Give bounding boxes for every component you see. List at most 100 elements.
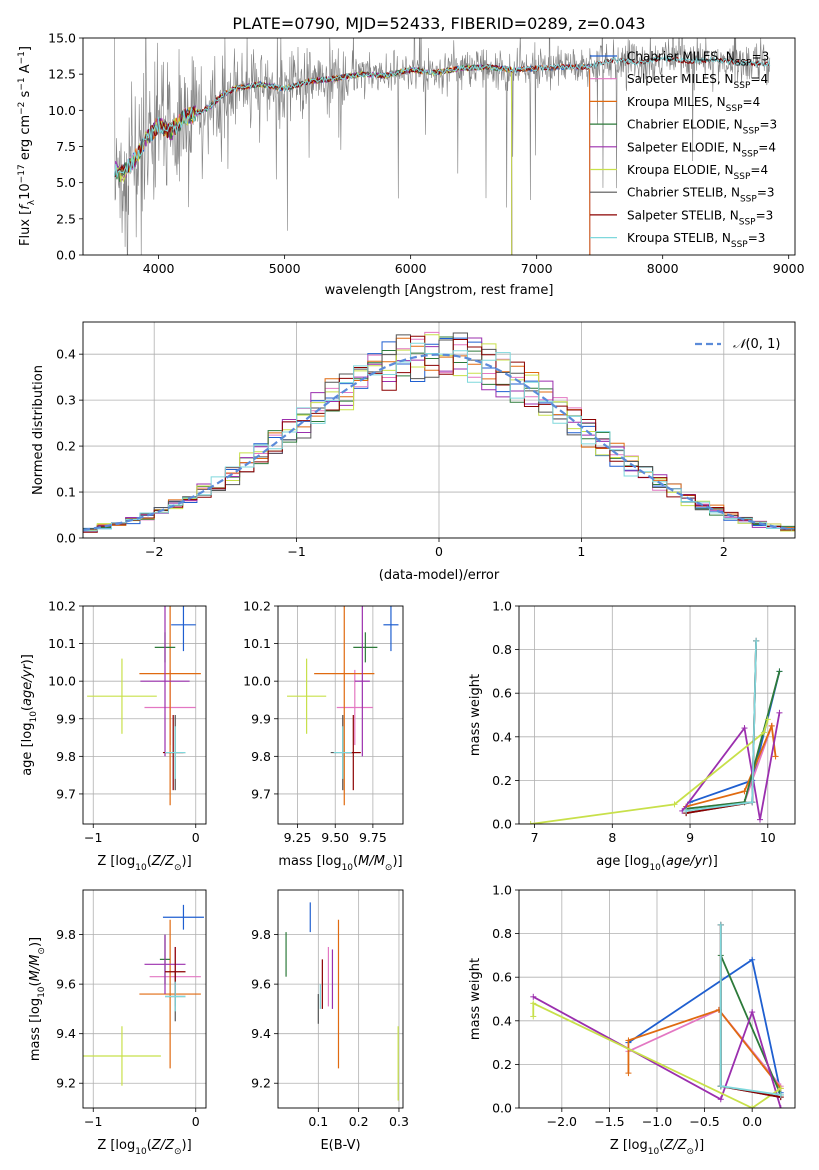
y-tick-label: 9.6 bbox=[56, 977, 76, 992]
plot-area bbox=[114, 38, 771, 255]
label-part: 10 bbox=[18, 183, 33, 200]
x-tick-label: 0.0 bbox=[742, 1114, 762, 1129]
label-part: SSP bbox=[740, 195, 757, 205]
label-part: =3 bbox=[756, 208, 774, 222]
label-part: f bbox=[18, 203, 33, 210]
y-axis-label: age [log10(age/yr)] bbox=[20, 654, 39, 776]
model-spectrum-kroupa-stelib bbox=[114, 54, 771, 178]
label-part: SSP bbox=[739, 217, 756, 227]
y-tick-label: 0.4 bbox=[492, 1013, 512, 1028]
legend-label: 𝒩(0, 1) bbox=[733, 337, 780, 352]
legend-label: Salpeter STELIB, NSSP=3 bbox=[627, 208, 773, 227]
y-tick-label: 10.1 bbox=[48, 636, 76, 651]
series-line bbox=[719, 924, 781, 1096]
x-tick-label: 9.50 bbox=[321, 830, 349, 845]
x-tick-label: 0 bbox=[435, 544, 443, 559]
label-part: =4 bbox=[750, 163, 768, 177]
x-tick-label: 9.25 bbox=[284, 830, 312, 845]
y-axis-label: mass weight bbox=[468, 958, 483, 1040]
label-part: mass [log bbox=[278, 854, 341, 869]
label-part: ( bbox=[353, 854, 358, 869]
label-part: 10 bbox=[649, 863, 661, 873]
x-tick-label: 9 bbox=[686, 830, 694, 845]
x-tick-label: −1 bbox=[84, 1114, 102, 1129]
x-axis-label: (data-model)/error bbox=[379, 568, 500, 583]
y-tick-label: 0.6 bbox=[492, 970, 512, 985]
y-tick-label: 9.8 bbox=[56, 749, 76, 764]
y-tick-label: 9.6 bbox=[251, 977, 271, 992]
label-part: ⊙ bbox=[174, 1147, 182, 1157]
x-tick-label: −1.0 bbox=[642, 1114, 672, 1129]
label-part: SSP bbox=[743, 127, 760, 137]
label-part: 10 bbox=[342, 863, 354, 873]
x-tick-label: −2 bbox=[145, 544, 163, 559]
plot-area bbox=[83, 606, 206, 824]
series-kroupa-elodie bbox=[527, 716, 771, 824]
y-tick-label: 9.8 bbox=[251, 749, 271, 764]
label-part: λ bbox=[27, 199, 37, 205]
y-tick-label: 9.9 bbox=[251, 711, 271, 726]
y-tick-label: 10.0 bbox=[48, 674, 76, 689]
y-tick-label: 0.0 bbox=[492, 1101, 512, 1116]
series-kroupa-stelib bbox=[717, 921, 784, 1098]
label-part: 10 bbox=[37, 986, 47, 998]
label-part: (0, 1) bbox=[745, 337, 780, 352]
y-tick-label: 0.1 bbox=[56, 485, 76, 500]
x-tick-label: −1 bbox=[287, 544, 305, 559]
y-tick-label: 9.8 bbox=[251, 927, 271, 942]
label-part: −17 bbox=[17, 164, 27, 183]
label-part: s bbox=[18, 90, 33, 101]
panel-age_vs_Z: −1 09.79.89.910.010.110.2Z [log10(Z/Z⊙)]a… bbox=[20, 599, 207, 873]
y-tick-label: 9.8 bbox=[56, 927, 76, 942]
axes-frame bbox=[518, 889, 796, 1109]
label-part: Z [log bbox=[97, 854, 135, 869]
y-tick-label: 0.0 bbox=[492, 817, 512, 832]
x-tick-label: 5000 bbox=[269, 261, 301, 276]
y-tick-label: 9.4 bbox=[251, 1026, 271, 1041]
plot-area bbox=[278, 890, 403, 1108]
label-part: =3 bbox=[752, 50, 770, 64]
x-tick-label: −2.0 bbox=[547, 1114, 577, 1129]
label-part: Z [log bbox=[610, 1138, 648, 1153]
label-part: )] bbox=[392, 854, 402, 869]
y-tick-label: 10.2 bbox=[243, 599, 271, 614]
errorbar-chabrier-elodie bbox=[353, 632, 378, 663]
model-spectrum-salpeter-elodie bbox=[114, 64, 513, 255]
label-part: SSP bbox=[735, 59, 752, 69]
panel-residual_hist: −2 −1 0 1 2 0.0 0.1 0.2 0.3 0.4 (data-model)/error… bbox=[31, 321, 796, 583]
x-tick-label: 0.3 bbox=[389, 1114, 409, 1129]
x-axis-label: age [log10(age/yr)] bbox=[596, 854, 718, 873]
y-tick-label: 12.5 bbox=[48, 67, 76, 82]
series-kroupa-elodie bbox=[530, 1000, 784, 1108]
label-part: Salpeter STELIB, N bbox=[627, 208, 739, 222]
axes-frame bbox=[518, 605, 796, 825]
y-tick-label: 10.0 bbox=[48, 103, 76, 118]
y-tick-label: 9.9 bbox=[56, 711, 76, 726]
label-part: Flux [ bbox=[18, 210, 33, 246]
label-part: Kroupa MILES, N bbox=[627, 95, 726, 109]
y-tick-label: 0.2 bbox=[56, 439, 76, 454]
x-tick-label: 1 bbox=[577, 544, 585, 559]
x-tick-label: 8 bbox=[608, 830, 616, 845]
label-part: ( bbox=[661, 854, 666, 869]
plot-area bbox=[83, 890, 206, 1108]
axes-frame bbox=[82, 37, 796, 256]
x-axis-label: Z [log10(Z/Z⊙)] bbox=[97, 854, 191, 873]
errorbar-kroupa-elodie bbox=[287, 658, 327, 734]
y-tick-label: 0.6 bbox=[492, 686, 512, 701]
y-tick-label: 5.0 bbox=[56, 175, 76, 190]
y-tick-label: 0.4 bbox=[492, 729, 512, 744]
y-tick-label: 7.5 bbox=[56, 139, 76, 154]
x-axis-label: wavelength [Angstrom, rest frame] bbox=[325, 283, 554, 298]
label-part: ( bbox=[147, 1138, 152, 1153]
x-tick-label: 6000 bbox=[395, 261, 427, 276]
series-salpeter-stelib bbox=[717, 921, 784, 1101]
x-tick-label: 2 bbox=[720, 544, 728, 559]
y-tick-label: 0.8 bbox=[492, 926, 512, 941]
panel-spectrum: 4000 5000 6000 7000 8000 9000 0.0 2.5 5.0 7.5 10.0… bbox=[17, 31, 805, 299]
label-part: SSP bbox=[726, 104, 743, 114]
errorbar-salpeter-elodie bbox=[354, 606, 370, 757]
x-tick-label: 10 bbox=[760, 830, 776, 845]
label-part: ( bbox=[147, 854, 152, 869]
